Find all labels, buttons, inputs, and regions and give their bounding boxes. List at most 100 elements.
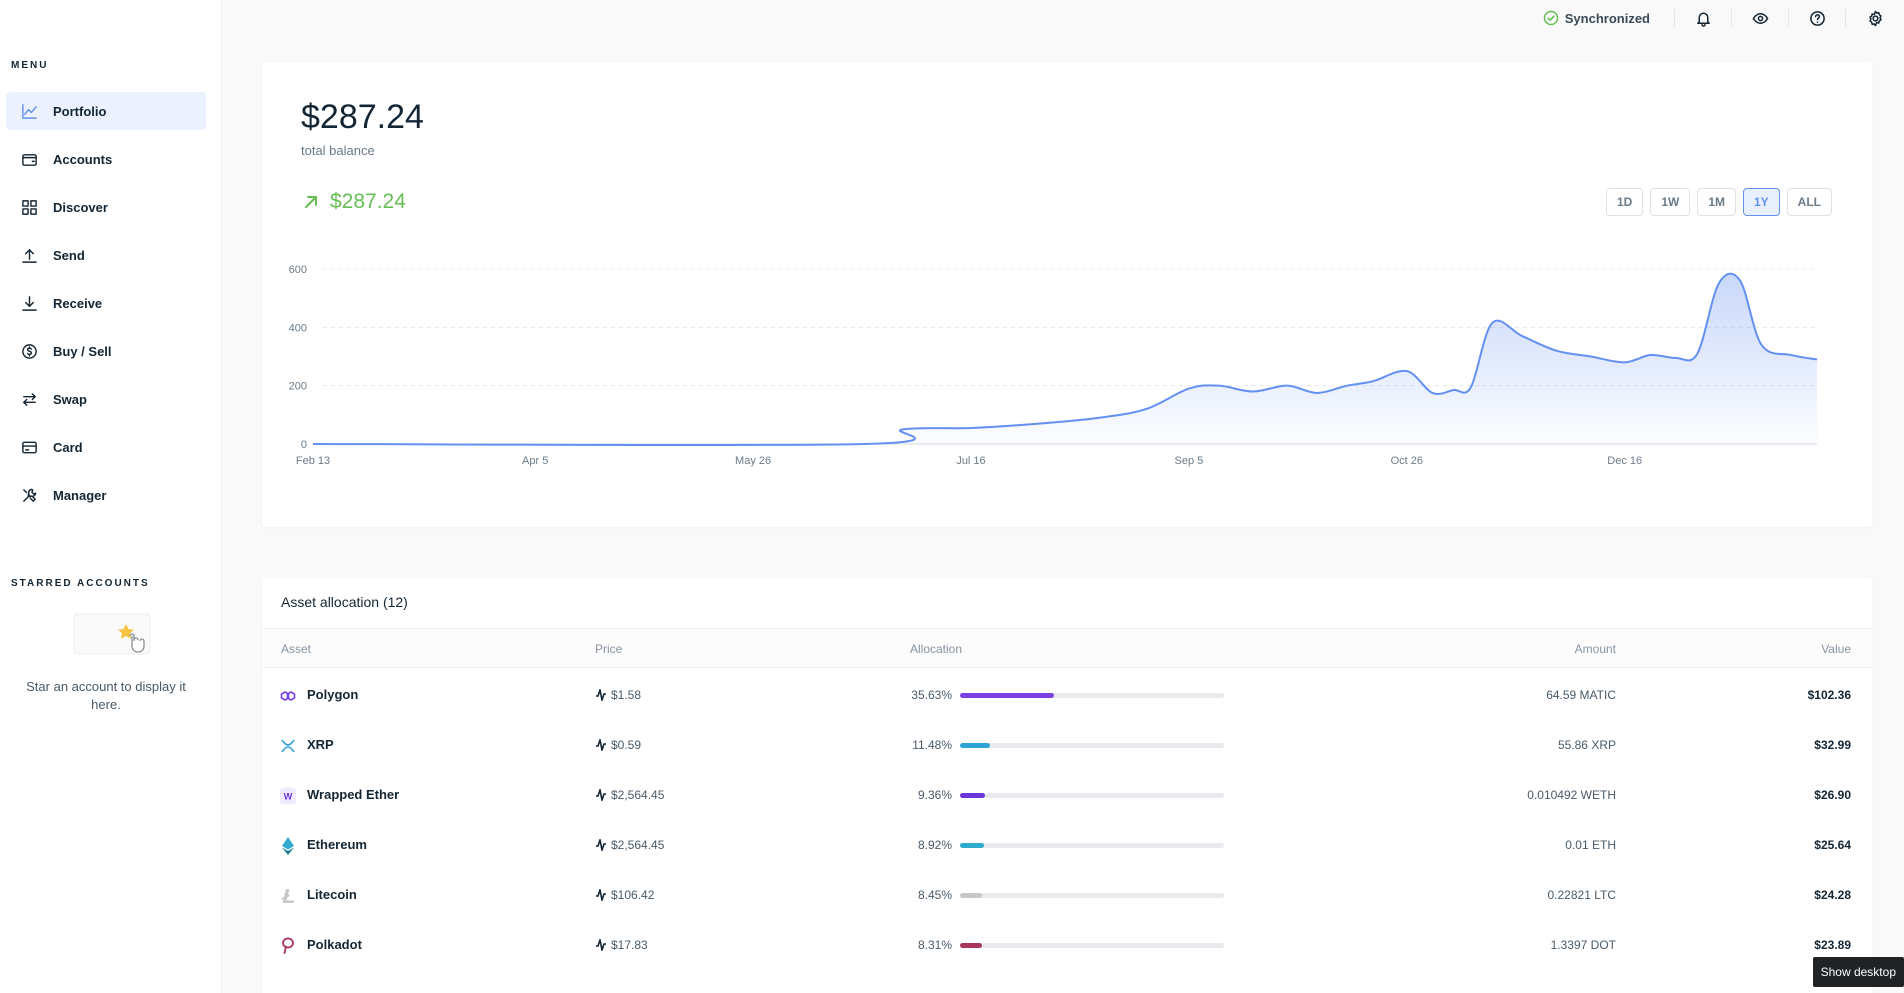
wallet-icon [20,150,38,168]
balance-delta: $287.24 [302,190,406,214]
arrow-down-icon [20,294,38,312]
y-tick-label: 0 [301,439,307,451]
header-asset: Asset [281,642,312,656]
activity-icon [596,839,606,851]
range-1m-button[interactable]: 1M [1697,188,1736,216]
activity-icon [596,939,606,951]
asset-name: Polygon [307,687,359,702]
asset-amount: 0.22821 LTC [1547,888,1617,902]
help-button[interactable] [1789,9,1846,27]
allocation-bar-fill [960,893,983,898]
header-allocation: Allocation [910,642,963,656]
tools-icon [20,486,38,504]
bell-icon [1696,12,1710,27]
portfolio-chart[interactable]: 0 200 400 600 Feb 13 Apr 5 May 26 Jul 16 Sep 5 Oc… [262,242,1872,562]
x-tick-label: Sep 5 [1175,455,1204,467]
sidebar-item-label: Manager [53,487,107,503]
asset-allocation-title: Asset allocation (12) [281,594,408,610]
allocation-bar [960,843,1224,848]
header-price: Price [595,642,623,656]
asset-row[interactable]: Ethereum $2,564.45 8.92% 0.01 ETH $25.64 [262,821,1872,871]
allocation-bar [960,693,1224,698]
asset-price-value: $0.59 [611,738,642,752]
asset-price: $0.59 [595,738,641,752]
sidebar-item-label: Buy / Sell [53,343,112,359]
range-all-button[interactable]: ALL [1786,188,1832,216]
asset-price-value: $106.42 [611,888,655,902]
series-area [313,273,1817,446]
allocation-bar-fill [960,793,985,798]
asset-amount: 55.86 XRP [1557,738,1616,752]
dollar-circle-icon [20,342,38,360]
asset-allocation-pct: 8.45% [917,888,952,902]
check-circle-icon [1543,10,1558,26]
balance-delta-value: $287.24 [330,190,406,213]
asset-value: $32.99 [1814,738,1851,752]
asset-row[interactable]: Litecoin $106.42 8.45% 0.22821 LTC $24.28 [262,871,1872,921]
range-1y-button[interactable]: 1Y [1742,188,1780,216]
sidebar-item-label: Accounts [53,151,113,167]
allocation-bar [960,793,1224,798]
series-line [312,272,1818,447]
range-1w-button[interactable]: 1W [1650,188,1691,216]
sidebar-item-label: Discover [53,199,108,215]
asset-amount: 0.01 ETH [1565,838,1616,852]
sidebar-item-accounts[interactable]: Accounts [6,140,206,178]
range-1d-button[interactable]: 1D [1605,188,1644,216]
arrow-up-right-icon [305,196,317,208]
sidebar-item-buy-sell[interactable]: Buy / Sell [6,332,206,370]
x-tick-label: May 26 [735,455,771,467]
x-tick-label: Oct 26 [1391,455,1423,467]
xrp-icon [278,736,298,756]
sidebar-item-send[interactable]: Send [6,236,206,274]
notifications-button[interactable] [1675,9,1732,27]
swap-icon [20,390,38,408]
asset-allocation-pct: 11.48% [912,738,952,752]
asset-value: $26.90 [1814,788,1851,802]
sidebar-item-receive[interactable]: Receive [6,284,206,322]
toggle-discreet-mode-button[interactable] [1732,9,1789,27]
asset-price-value: $17.83 [611,938,648,952]
asset-price: $106.42 [595,888,654,902]
asset-allocation-pct: 35.63% [911,688,952,702]
asset-value: $23.89 [1814,938,1851,952]
svg-text:W: W [284,792,293,802]
asset-row[interactable]: XRP $0.59 11.48% 55.86 XRP $32.99 [262,721,1872,771]
card-icon [20,438,38,456]
total-balance-label: total balance [301,143,375,158]
sidebar-item-discover[interactable]: Discover [6,188,206,226]
activity-icon [596,739,606,751]
asset-name: XRP [307,737,334,752]
eye-icon [1752,12,1768,24]
x-tick-label: Jul 16 [956,455,985,467]
allocation-bar [960,893,1224,898]
menu-title: MENU [11,60,49,71]
activity-icon [596,789,606,801]
y-tick-label: 200 [289,381,307,393]
sidebar-item-portfolio[interactable]: Portfolio [6,92,206,130]
sync-status[interactable]: Synchronized [1543,9,1675,27]
asset-price-value: $2,564.45 [611,838,665,852]
sidebar-item-swap[interactable]: Swap [6,380,206,418]
y-tick-label: 600 [289,264,307,276]
asset-value: $24.28 [1814,888,1851,902]
asset-row[interactable]: W Wrapped Ether $2,564.45 9.36% 0.010492 WET… [262,771,1872,821]
sidebar-item-card[interactable]: Card [6,428,206,466]
asset-amount: 64.59 MATIC [1546,688,1616,702]
weth-icon: W [278,786,298,806]
asset-allocation-pct: 8.31% [917,938,952,952]
hand-pointer-icon [129,633,145,653]
asset-allocation-pct: 8.92% [917,838,952,852]
sidebar-item-manager[interactable]: Manager [6,476,206,514]
asset-amount: 1.3397 DOT [1550,938,1616,952]
asset-name: Wrapped Ether [307,787,400,802]
asset-name: Polkadot [307,937,362,952]
help-circle-icon [1809,10,1825,26]
settings-button[interactable] [1846,9,1904,27]
starred-accounts-title: STARRED ACCOUNTS [11,578,150,589]
asset-row[interactable]: Polkadot $17.83 8.31% 1.3397 DOT $23.89 [262,921,1872,971]
starred-empty-text: Star an account to display it here. [26,679,186,712]
asset-row[interactable]: Polygon $1.58 35.63% 64.59 MATIC $102.36 [262,671,1872,721]
litecoin-icon [278,886,298,906]
y-tick-label: 400 [289,322,307,334]
